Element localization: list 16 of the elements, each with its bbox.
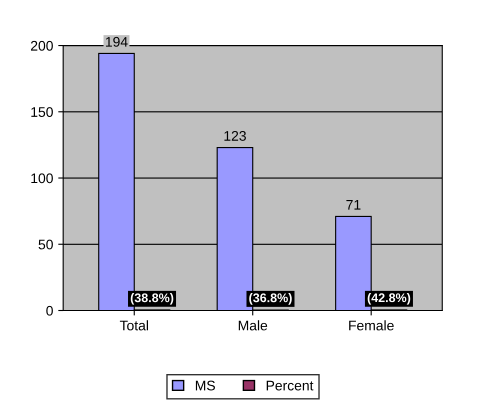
data-label: (42.8%) (368, 292, 410, 305)
x-tick-label: Male (238, 320, 268, 330)
legend-label: MS (196, 380, 215, 390)
data-label: 71 (346, 200, 360, 210)
data-label: (36.8%) (249, 293, 292, 305)
x-tick-label: Total (120, 320, 148, 330)
x-tick-label: Female (349, 320, 394, 330)
data-label: 194 (106, 36, 128, 47)
y-tick-label: 100 (31, 173, 53, 184)
y-tick-label: 50 (38, 240, 53, 250)
y-tick-label: 0 (46, 306, 53, 316)
data-label: (38.8%) (130, 293, 174, 305)
data-label: 123 (224, 130, 246, 141)
y-tick-label: 200 (30, 40, 53, 51)
y-tick-label: 150 (31, 107, 53, 117)
legend-label: Percent (266, 380, 314, 390)
